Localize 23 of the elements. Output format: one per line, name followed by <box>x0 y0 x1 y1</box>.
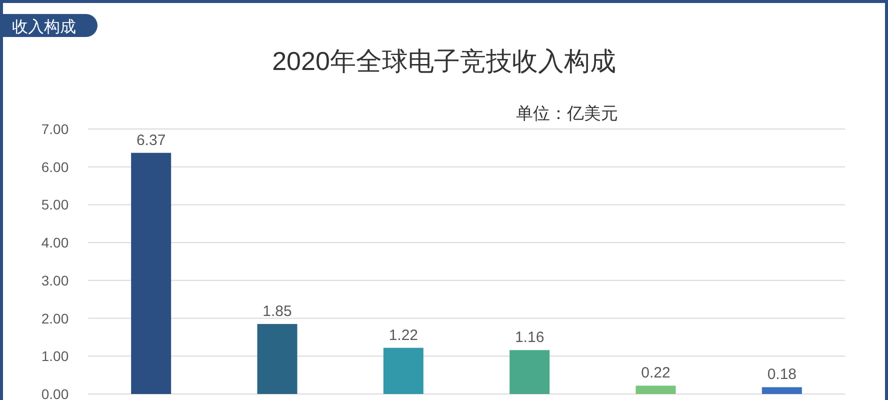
data-label: 1.85 <box>262 302 292 320</box>
y-tick-label: 4.00 <box>41 234 69 251</box>
bar <box>383 348 424 394</box>
data-label: 0.18 <box>767 366 797 384</box>
y-tick-label: 5.00 <box>41 196 69 213</box>
y-tick-label: 6.00 <box>41 158 69 175</box>
bar <box>762 387 802 394</box>
data-label: 1.22 <box>388 326 418 344</box>
data-label: 6.37 <box>136 132 166 149</box>
y-tick-label: 7.00 <box>41 121 69 137</box>
y-tick-label: 3.00 <box>41 272 69 288</box>
bar <box>257 324 298 394</box>
data-label: 1.16 <box>514 329 544 346</box>
y-tick-label: 1.00 <box>41 348 69 364</box>
bar <box>131 152 172 394</box>
text: 收入构成 <box>12 18 76 36</box>
chart-subtitle: 单位：亿美元 <box>516 104 618 123</box>
bar <box>510 350 550 394</box>
data-label: 0.22 <box>641 364 670 382</box>
y-tick-label: 0.00 <box>41 386 69 400</box>
bar <box>636 386 676 394</box>
chart-title: 2020年全球电子竞技收入构成 <box>272 46 616 76</box>
y-tick-label: 2.00 <box>41 310 69 326</box>
